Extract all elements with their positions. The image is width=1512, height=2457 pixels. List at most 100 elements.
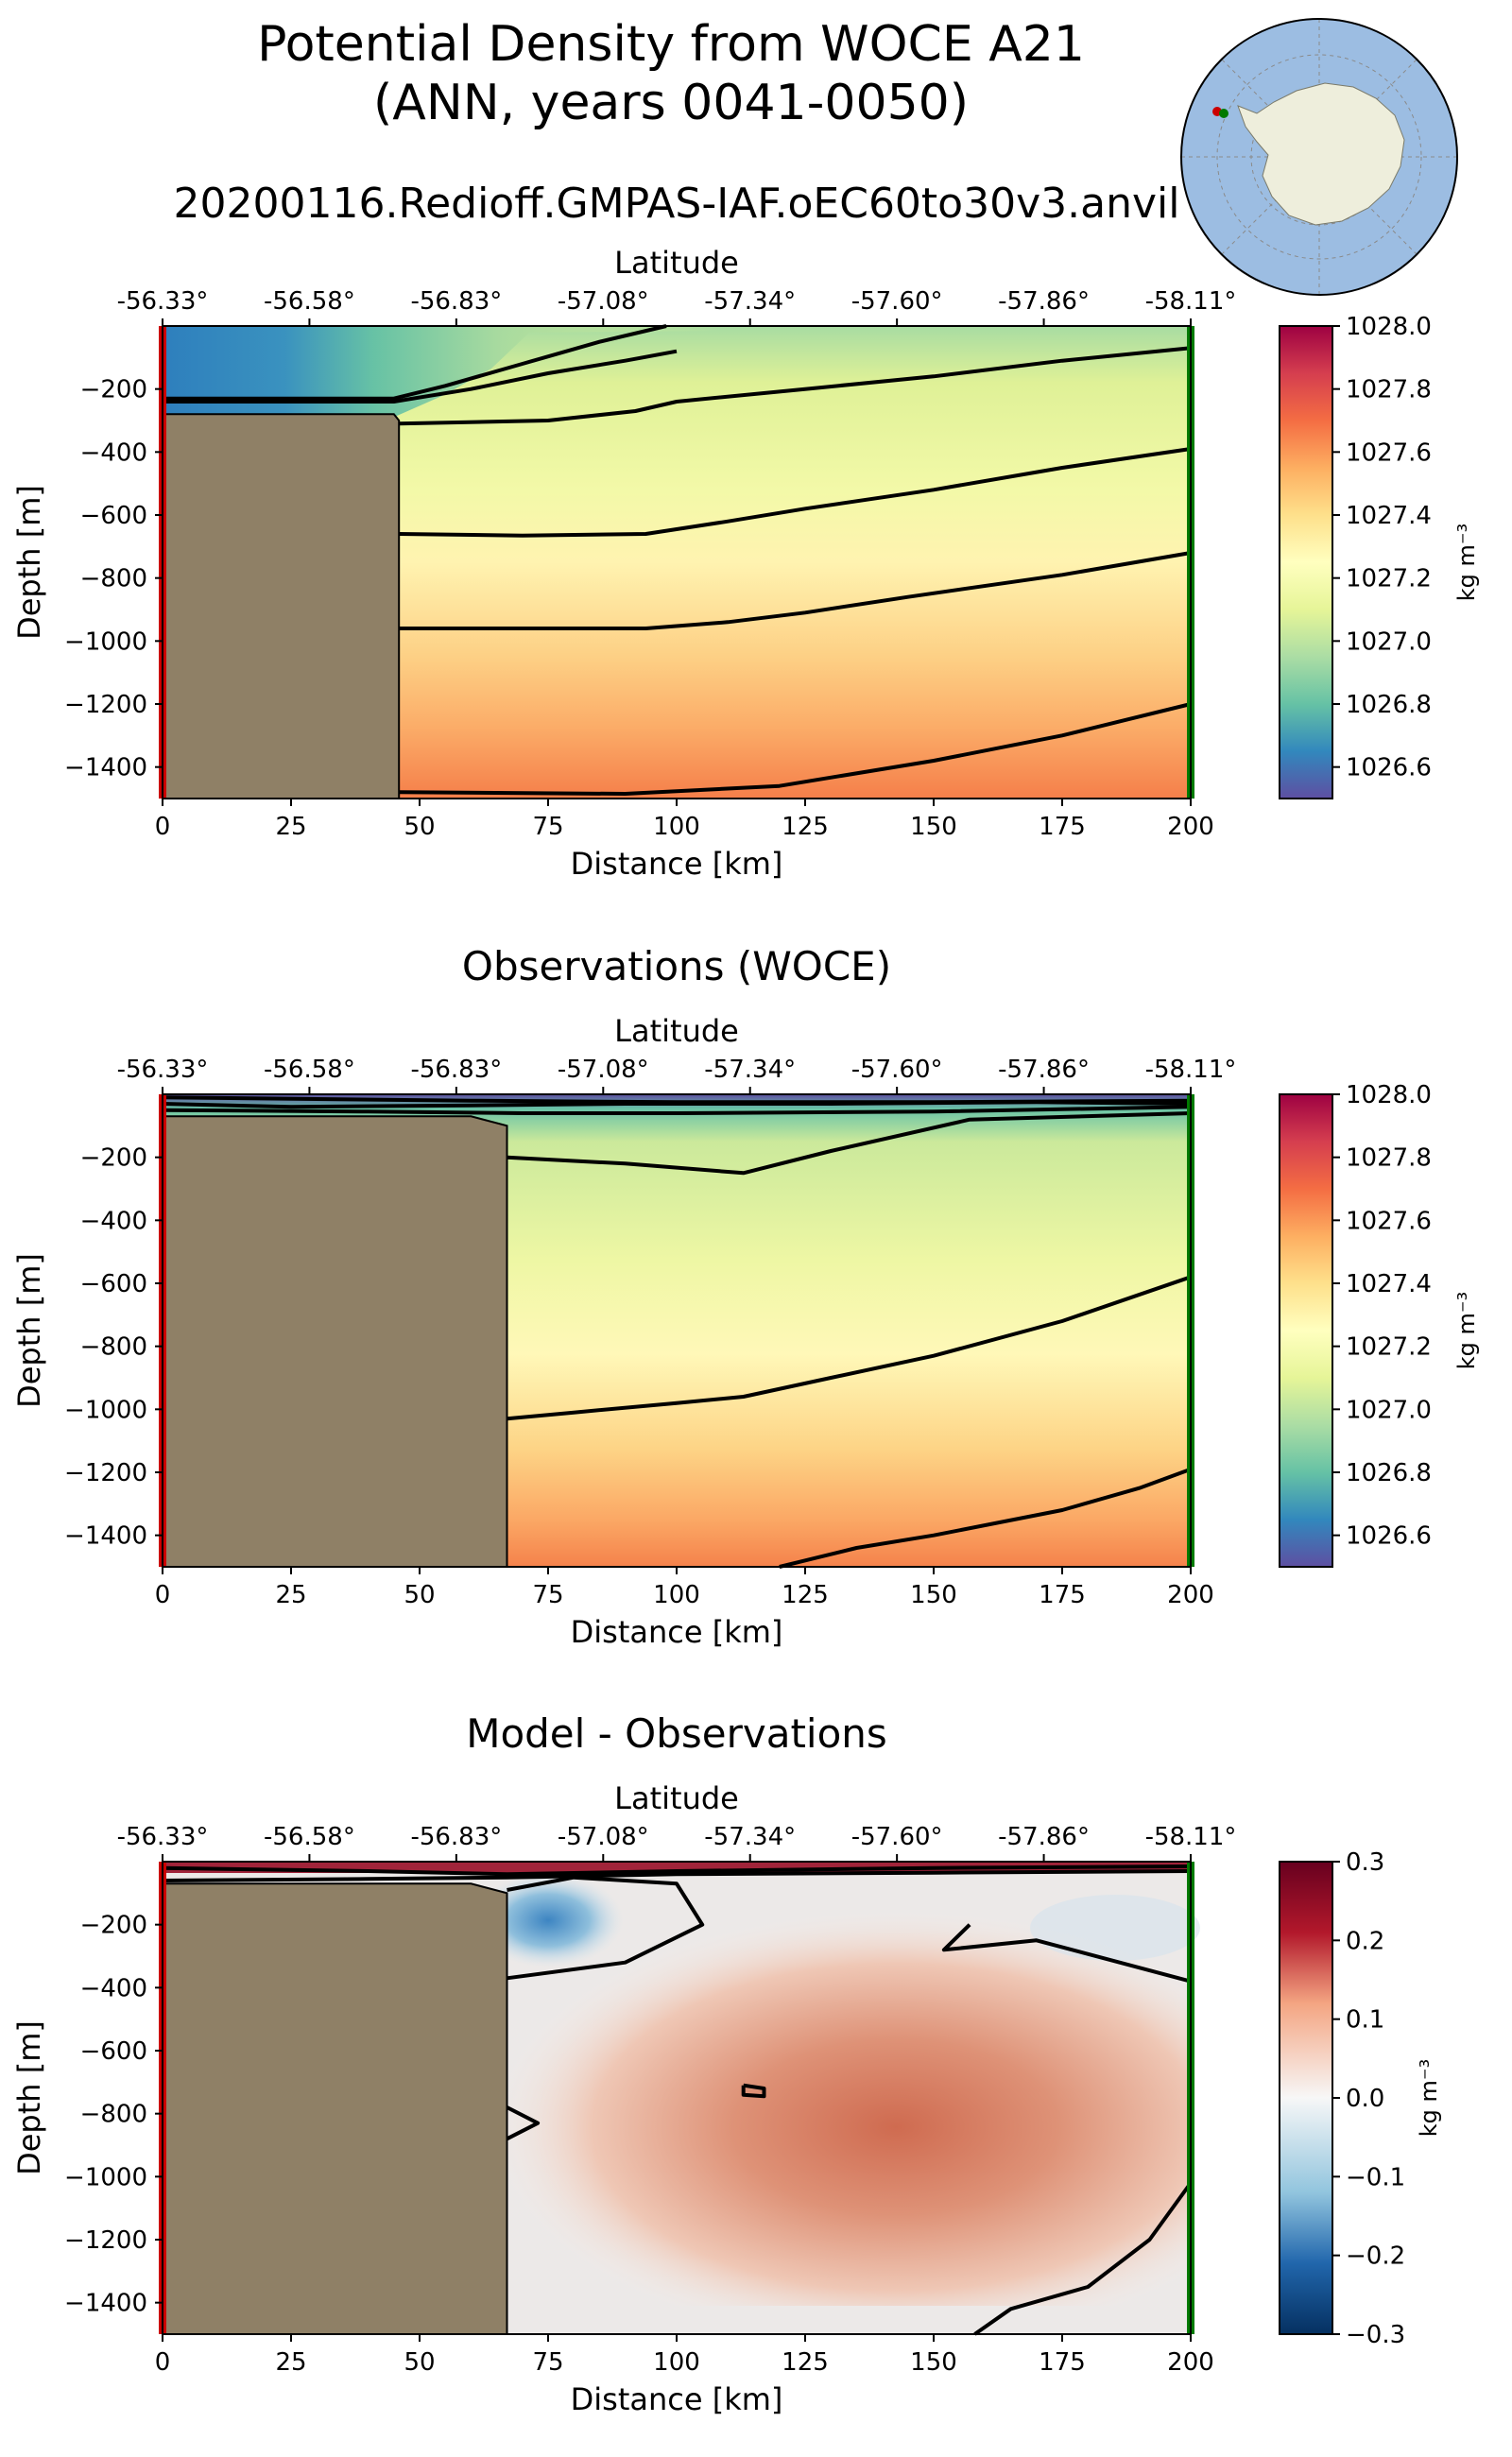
contour-line-2 — [162, 1100, 1192, 1109]
figure-title-line1: Potential Density from WOCE A21 — [257, 16, 1085, 73]
x-tick-label: 0 — [155, 813, 171, 841]
y-tick-label: −600 — [80, 2037, 147, 2066]
y-tick-label: −1000 — [64, 627, 147, 656]
panel-observations-title: Observations (WOCE) — [462, 943, 891, 989]
panel-observations-land — [162, 1115, 508, 1568]
colorbar-tick-label: 1027.2 — [1346, 1333, 1432, 1362]
panel-difference-land — [162, 1882, 508, 2335]
colorbar-unit-label: kg m⁻³ — [1453, 1292, 1480, 1369]
colorbar-unit-label: kg m⁻³ — [1453, 524, 1480, 601]
x-tick-label: 0 — [155, 1581, 171, 1609]
contour-line-1 — [163, 324, 667, 401]
contour-line-2 — [162, 1869, 1192, 1882]
colorbar-tick-label: −0.2 — [1346, 2242, 1405, 2271]
y-axis-label: Depth [m] — [11, 2020, 47, 2175]
y-tick-label: −1000 — [64, 2163, 147, 2191]
y-tick-label: −800 — [80, 565, 147, 593]
x-tick-label: 125 — [782, 1581, 829, 1609]
colorbar-tick-label: 0.3 — [1346, 1848, 1384, 1877]
colorbar-tick-label: 0.2 — [1346, 1927, 1384, 1955]
latitude-tick-label: -56.33° — [117, 287, 209, 316]
contour-line-4 — [507, 1111, 1192, 1176]
latitude-tick-label: -56.33° — [117, 1823, 209, 1851]
x-tick-label: 175 — [1039, 813, 1086, 841]
panel-observations-contours — [162, 1095, 1192, 1569]
latitude-tick-label: -57.60° — [851, 1056, 943, 1084]
contour-line-4 — [399, 447, 1192, 538]
latitude-tick-label: -57.34° — [704, 287, 796, 316]
contour-line-1 — [162, 1864, 1192, 1877]
colorbar-tick-label: 0.0 — [1346, 2085, 1384, 2113]
latitude-tick-label: -58.11° — [1145, 1056, 1237, 1084]
panel-difference-contours — [162, 1864, 1193, 2336]
panel-model-colorbar: 1028.0 1027.8 1027.6 1027.4 1027.2 1027.0 1026… — [1279, 313, 1480, 799]
figure-title-line2: (ANN, years 0041-0050) — [373, 75, 969, 131]
latitude-tick-label: -56.33° — [117, 1056, 209, 1084]
x-tick-label: 0 — [155, 2348, 171, 2377]
latitude-tick-label: -58.11° — [1145, 1823, 1237, 1851]
y-tick-label: −1200 — [64, 2226, 147, 2255]
panel-model: 0 25 50 75 100 125 150 175 200 Distance [km] -56.3… — [11, 245, 1480, 882]
x-tick-label: 25 — [275, 1581, 306, 1609]
x-tick-label: 175 — [1039, 1581, 1086, 1609]
latitude-tick-label: -56.58° — [264, 1823, 355, 1851]
colorbar-tick-label: 1027.4 — [1346, 1270, 1432, 1298]
y-tick-label: −1000 — [64, 1396, 147, 1424]
colorbar-gradient — [1279, 325, 1333, 799]
y-tick-label: −1400 — [64, 1522, 147, 1551]
latitude-tick-label: -57.86° — [998, 1823, 1090, 1851]
panel-observations: Observations (WOCE) 0 25 50 75 100 125 150 175 2… — [11, 943, 1480, 1650]
latitude-tick-label: -56.83° — [410, 287, 502, 316]
contour-line-2 — [163, 349, 678, 404]
run-name: 20200116.Redioff.GMPAS-IAF.oEC60to30v3.a… — [174, 180, 1180, 228]
colorbar-tick-label: 1027.4 — [1346, 502, 1432, 530]
x-tick-label: 75 — [532, 813, 563, 841]
x-tick-label: 25 — [275, 2348, 306, 2377]
x-tick-label: 100 — [653, 2348, 700, 2377]
colorbar-tick-label: 1027.8 — [1346, 1144, 1432, 1173]
y-tick-label: −1400 — [64, 2290, 147, 2318]
x-axis-label: Distance [km] — [571, 1614, 783, 1650]
colorbar-tick-label: 1027.0 — [1346, 1396, 1432, 1424]
top-axis-label: Latitude — [614, 245, 739, 281]
colorbar-gradient — [1279, 1861, 1333, 2335]
y-tick-label: −400 — [80, 1974, 147, 2002]
panel-observations-colorbar: 1028.0 1027.8 1027.6 1027.4 1027.2 1027.0 1026… — [1279, 1081, 1480, 1568]
x-tick-label: 175 — [1039, 2348, 1086, 2377]
latitude-tick-label: -57.34° — [704, 1823, 796, 1851]
x-tick-label: 200 — [1167, 2348, 1214, 2377]
x-axis-label: Distance [km] — [571, 2381, 783, 2417]
y-axis-label: Depth [m] — [11, 485, 47, 640]
latitude-tick-label: -57.34° — [704, 1056, 796, 1084]
y-tick-label: −1200 — [64, 1459, 147, 1487]
panel-difference: Model - Observations 0 25 50 75 100 125 150 175… — [11, 1710, 1442, 2417]
y-tick-label: −600 — [80, 502, 147, 530]
latitude-tick-label: -56.83° — [410, 1823, 502, 1851]
contour-line-5 — [741, 2083, 766, 2099]
contour-line-7 — [973, 2181, 1193, 2336]
colorbar-tick-label: 0.1 — [1346, 2006, 1384, 2035]
y-tick-label: −1400 — [64, 754, 147, 782]
x-axis-label: Distance [km] — [571, 846, 783, 882]
colorbar-tick-label: 1026.8 — [1346, 1459, 1432, 1487]
contour-line-3 — [399, 346, 1192, 426]
y-axis-label: Depth [m] — [11, 1253, 47, 1408]
y-tick-label: −200 — [80, 1912, 147, 1940]
colorbar-tick-label: 1027.6 — [1346, 1207, 1432, 1235]
latitude-tick-label: -56.58° — [264, 287, 355, 316]
top-axis-label: Latitude — [614, 1013, 739, 1049]
colorbar-tick-label: −0.3 — [1346, 2321, 1405, 2349]
x-tick-label: 75 — [532, 2348, 563, 2377]
y-tick-label: −400 — [80, 1207, 147, 1235]
latitude-tick-label: -57.86° — [998, 1056, 1090, 1084]
x-tick-label: 100 — [653, 813, 700, 841]
colorbar-tick-label: 1027.0 — [1346, 627, 1432, 656]
colorbar-tick-label: 1026.6 — [1346, 754, 1432, 782]
latitude-tick-label: -57.08° — [558, 287, 649, 316]
y-tick-label: −800 — [80, 2101, 147, 2129]
y-tick-label: −1200 — [64, 691, 147, 719]
panel-model-contours — [163, 324, 1192, 796]
latitude-tick-label: -56.83° — [410, 1056, 502, 1084]
x-tick-label: 25 — [275, 813, 306, 841]
colorbar-tick-label: 1027.6 — [1346, 438, 1432, 467]
